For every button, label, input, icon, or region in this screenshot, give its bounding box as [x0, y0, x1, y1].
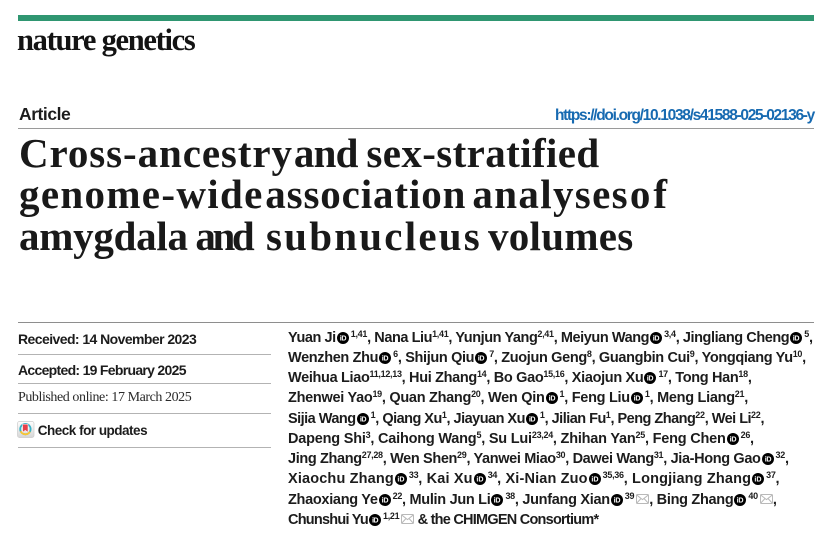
- svg-text:iD: iD: [382, 355, 389, 363]
- svg-text:iD: iD: [476, 476, 483, 484]
- svg-text:iD: iD: [647, 375, 654, 383]
- svg-text:iD: iD: [764, 456, 771, 464]
- svg-text:iD: iD: [754, 476, 761, 484]
- svg-text:iD: iD: [548, 395, 555, 403]
- svg-text:iD: iD: [372, 517, 378, 525]
- svg-text:iD: iD: [494, 496, 501, 504]
- svg-text:iD: iD: [634, 395, 641, 403]
- svg-text:iD: iD: [478, 355, 485, 363]
- svg-text:iD: iD: [613, 496, 620, 504]
- svg-text:iD: iD: [397, 476, 404, 484]
- svg-text:iD: iD: [359, 415, 366, 423]
- svg-text:iD: iD: [793, 334, 800, 342]
- svg-text:iD: iD: [653, 334, 660, 342]
- svg-text:iD: iD: [737, 496, 744, 504]
- svg-text:iD: iD: [591, 476, 598, 484]
- svg-text:iD: iD: [340, 334, 347, 342]
- svg-text:iD: iD: [729, 436, 736, 444]
- svg-text:iD: iD: [529, 415, 536, 423]
- svg-text:iD: iD: [381, 496, 388, 504]
